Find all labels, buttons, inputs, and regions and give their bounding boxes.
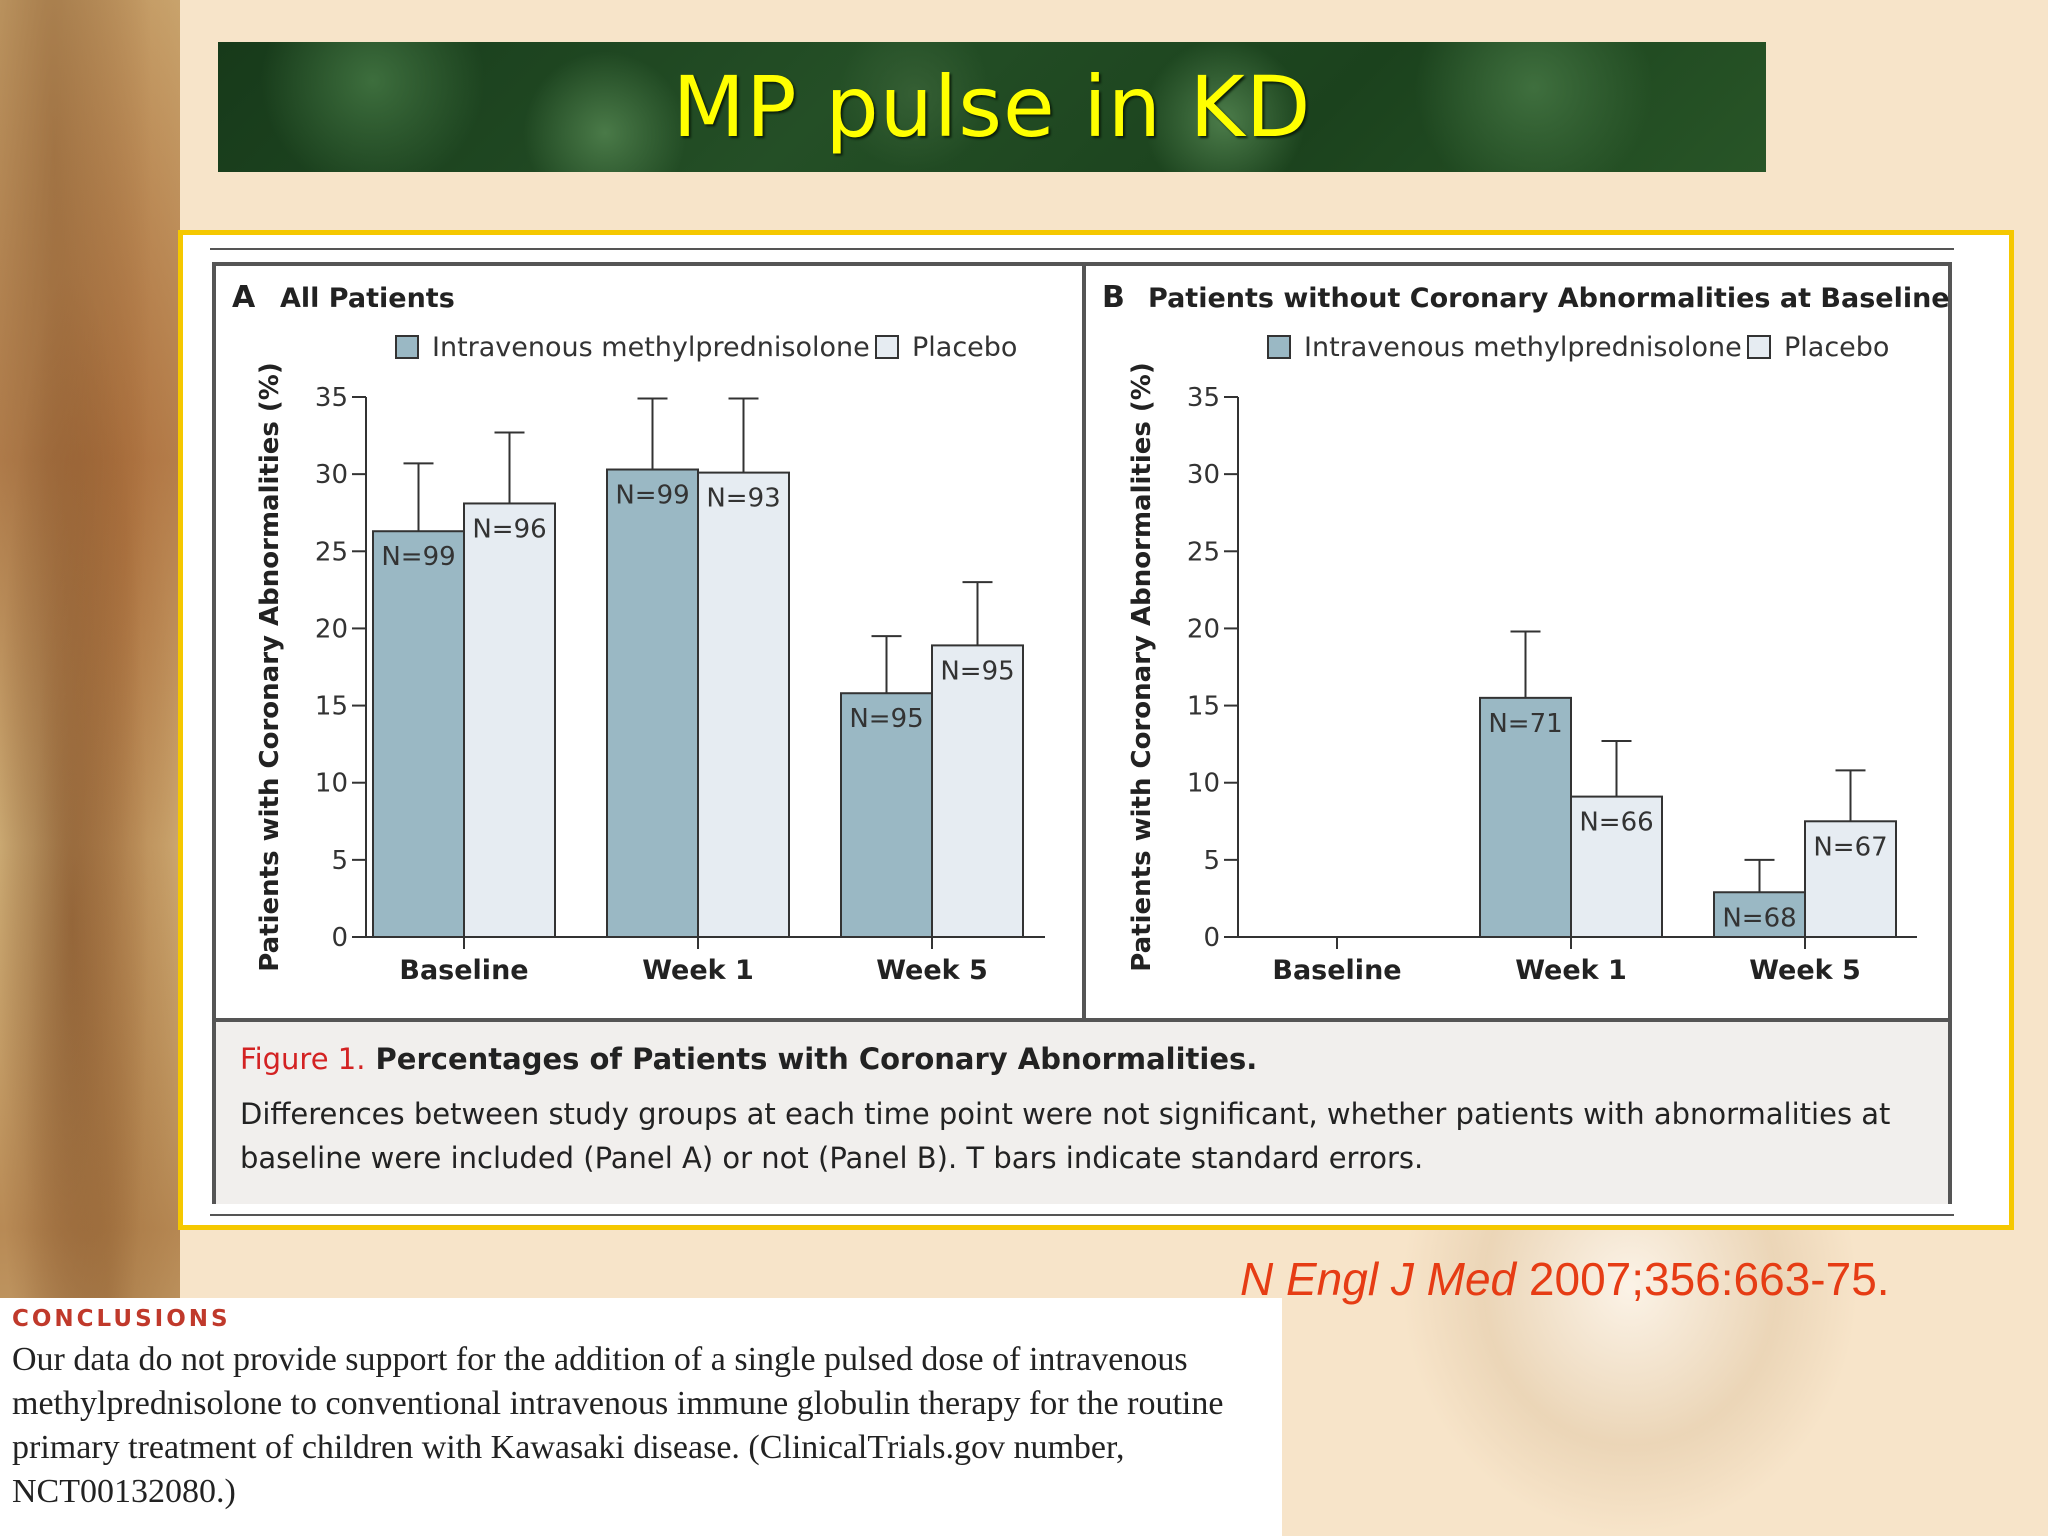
figure-caption: Figure 1. Percentages of Patients with C… bbox=[216, 1018, 1948, 1204]
citation: N Engl J Med 2007;356:663-75. bbox=[1240, 1252, 1890, 1306]
figure-top-rule bbox=[210, 248, 1954, 250]
panel-a-title: All Patients bbox=[280, 283, 455, 314]
n-label: N=96 bbox=[472, 514, 546, 544]
y-tick-label: 5 bbox=[331, 846, 348, 876]
x-tick-label: Week 1 bbox=[1515, 955, 1627, 986]
slide-title: MP pulse in KD bbox=[672, 58, 1312, 156]
y-tick-label: 35 bbox=[315, 383, 348, 413]
x-tick-label: Baseline bbox=[399, 955, 528, 986]
legend-swatch-placebo bbox=[1747, 335, 1771, 359]
x-tick-label: Week 5 bbox=[876, 955, 988, 986]
legend-label-mp: Intravenous methylprednisolone bbox=[1304, 332, 1742, 363]
y-tick-label: 30 bbox=[1187, 460, 1220, 490]
caption-title: Figure 1. Percentages of Patients with C… bbox=[240, 1042, 1257, 1076]
panel-b-letter: B bbox=[1102, 280, 1125, 315]
citation-volume: 2007;356:663-75. bbox=[1516, 1253, 1890, 1305]
bar-placebo bbox=[697, 471, 790, 938]
legend-swatch-mp bbox=[1267, 335, 1291, 359]
x-tick-label: Baseline bbox=[1272, 955, 1401, 986]
y-tick-label: 0 bbox=[331, 923, 348, 953]
figure-bottom-rule bbox=[210, 1214, 1954, 1216]
x-tick-label: Week 1 bbox=[642, 955, 754, 986]
y-tick-label: 20 bbox=[315, 614, 348, 644]
n-label: N=95 bbox=[940, 656, 1014, 686]
y-tick-label: 25 bbox=[1187, 537, 1220, 567]
n-label: N=66 bbox=[1579, 808, 1653, 838]
bar-mp bbox=[372, 530, 465, 938]
y-tick-label: 15 bbox=[1187, 692, 1220, 722]
y-tick-label: 30 bbox=[315, 460, 348, 490]
legend-label-placebo: Placebo bbox=[1784, 332, 1889, 363]
panel-b-title: Patients without Coronary Abnormalities … bbox=[1148, 283, 1950, 314]
caption-body: Differences between study groups at each… bbox=[240, 1097, 1891, 1175]
y-tick-label: 0 bbox=[1203, 923, 1220, 953]
legend-swatch-placebo bbox=[875, 335, 899, 359]
n-label: N=95 bbox=[849, 704, 923, 734]
y-tick-label: 10 bbox=[315, 769, 348, 799]
y-tick-label: 15 bbox=[315, 692, 348, 722]
legend-swatch-mp bbox=[395, 335, 419, 359]
conclusions-heading: CONCLUSIONS bbox=[12, 1306, 231, 1332]
y-axis-label: Patients with Coronary Abnormalities (%) bbox=[1127, 362, 1157, 971]
conclusions-text: Our data do not provide support for the … bbox=[12, 1341, 1224, 1510]
title-banner: MP pulse in KD bbox=[218, 42, 1766, 172]
bar-placebo bbox=[463, 502, 556, 938]
caption-figure-label: Figure 1. bbox=[240, 1042, 366, 1076]
n-label: N=99 bbox=[381, 542, 455, 572]
n-label: N=93 bbox=[706, 484, 780, 514]
left-decorative-strip bbox=[0, 0, 180, 1536]
y-tick-label: 5 bbox=[1203, 846, 1220, 876]
conclusions-box: CONCLUSIONS Our data do not provide supp… bbox=[0, 1298, 1282, 1536]
n-label: N=71 bbox=[1488, 709, 1562, 739]
y-tick-label: 35 bbox=[1187, 383, 1220, 413]
panel-a-letter: A bbox=[232, 280, 256, 315]
n-label: N=67 bbox=[1813, 832, 1887, 862]
y-axis-label: Patients with Coronary Abnormalities (%) bbox=[255, 362, 285, 971]
y-tick-label: 25 bbox=[315, 537, 348, 567]
panel-divider bbox=[1082, 262, 1086, 1018]
citation-journal: N Engl J Med bbox=[1240, 1253, 1517, 1305]
n-label: N=99 bbox=[615, 481, 689, 511]
background-goblet-image bbox=[1400, 1180, 1860, 1536]
bar-placebo bbox=[931, 644, 1024, 939]
bar-placebo bbox=[1570, 795, 1663, 938]
caption-title-text: Percentages of Patients with Coronary Ab… bbox=[375, 1042, 1258, 1076]
x-tick-label: Week 5 bbox=[1749, 955, 1861, 986]
legend-label-mp: Intravenous methylprednisolone bbox=[432, 332, 870, 363]
y-tick-label: 10 bbox=[1187, 769, 1220, 799]
legend-label-placebo: Placebo bbox=[912, 332, 1017, 363]
y-tick-label: 20 bbox=[1187, 614, 1220, 644]
bar-mp bbox=[1713, 891, 1806, 938]
n-label: N=68 bbox=[1722, 903, 1796, 933]
bar-mp bbox=[1479, 696, 1572, 938]
bar-mp bbox=[606, 468, 699, 938]
